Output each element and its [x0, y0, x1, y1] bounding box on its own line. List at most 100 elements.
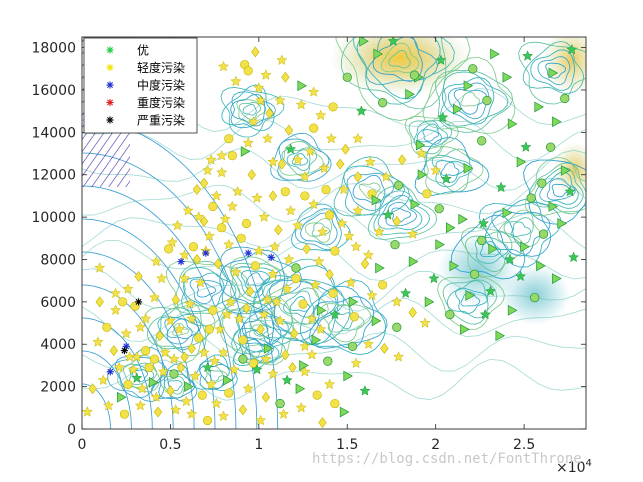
marker-light-pollution — [323, 378, 336, 390]
marker-light-pollution — [251, 192, 263, 203]
marker-light-pollution — [362, 338, 375, 350]
marker-light-pollution — [262, 132, 274, 144]
x-tick-label: 1 — [254, 437, 263, 453]
marker-light-pollution — [134, 270, 143, 282]
marker-good — [339, 406, 350, 418]
marker-light-pollution — [256, 323, 265, 335]
marker-good — [482, 95, 492, 106]
marker-light-pollution — [288, 362, 297, 374]
marker-light-pollution — [180, 395, 192, 407]
marker-light-pollution — [155, 272, 168, 284]
marker-light-pollution — [238, 335, 248, 345]
marker-good — [117, 391, 127, 403]
marker-light-pollution — [189, 370, 201, 381]
y-tick-label: 8000 — [40, 252, 76, 268]
marker-good — [390, 240, 400, 250]
marker-light-pollution — [178, 272, 191, 284]
marker-light-pollution — [221, 308, 233, 320]
marker-light-pollution — [353, 171, 363, 183]
marker-light-pollution — [233, 312, 245, 324]
marker-severe-pollution — [120, 347, 129, 355]
marker-light-pollution — [209, 355, 221, 366]
marker-good — [560, 93, 570, 104]
marker-light-pollution — [260, 69, 272, 80]
marker-good — [355, 105, 368, 116]
marker-good — [557, 218, 567, 229]
scatter-markers — [82, 37, 580, 429]
marker-good — [375, 262, 385, 274]
marker-light-pollution — [380, 342, 389, 354]
marker-good — [424, 296, 435, 308]
marker-light-pollution — [97, 374, 109, 386]
marker-good — [477, 136, 487, 146]
marker-light-pollution — [150, 255, 162, 267]
marker-light-pollution — [192, 184, 202, 196]
marker-light-pollution — [265, 107, 274, 119]
marker-good — [495, 181, 507, 193]
marker-light-pollution — [242, 382, 254, 394]
legend-label: 重度污染 — [137, 95, 185, 110]
marker-light-pollution — [397, 154, 407, 166]
marker-light-pollution — [306, 348, 318, 360]
marker-light-pollution — [392, 351, 405, 362]
marker-good — [479, 308, 491, 320]
marker-good — [240, 146, 251, 157]
marker-good — [520, 141, 532, 152]
marker-light-pollution — [208, 305, 218, 315]
marker-light-pollution — [216, 149, 228, 161]
marker-light-pollution — [321, 184, 331, 195]
legend-marker — [106, 63, 114, 72]
marker-good — [311, 334, 322, 346]
marker-light-pollution — [309, 123, 319, 133]
marker-good — [564, 185, 576, 197]
marker-light-pollution — [164, 244, 174, 254]
marker-light-pollution — [92, 336, 104, 347]
y-tick-label: 0 — [67, 422, 76, 438]
marker-light-pollution — [217, 60, 230, 72]
marker-light-pollution — [313, 255, 325, 267]
marker-light-pollution — [280, 187, 290, 197]
marker-light-pollution — [149, 354, 160, 364]
marker-light-pollution — [378, 280, 388, 290]
marker-light-pollution — [217, 346, 230, 358]
marker-good — [348, 296, 359, 308]
marker-light-pollution — [236, 233, 246, 243]
marker-good — [359, 385, 371, 396]
y-tick-label: 6000 — [40, 295, 76, 311]
marker-light-pollution — [276, 54, 288, 66]
marker-good — [445, 309, 455, 320]
marker-good — [382, 209, 394, 220]
marker-light-pollution — [243, 66, 253, 76]
marker-light-pollution — [153, 406, 163, 418]
marker-light-pollution — [278, 408, 290, 419]
marker-good — [342, 72, 352, 82]
marker-light-pollution — [159, 346, 171, 358]
marker-light-pollution — [316, 226, 329, 237]
marker-light-pollution — [122, 283, 134, 294]
legend-label: 优 — [137, 44, 149, 58]
marker-light-pollution — [247, 115, 260, 127]
marker-light-pollution — [380, 170, 392, 182]
marker-light-pollution — [102, 322, 112, 332]
marker-good — [468, 64, 478, 74]
marker-light-pollution — [391, 296, 403, 307]
marker-light-pollution — [197, 390, 207, 400]
marker-light-pollution — [258, 211, 270, 222]
marker-light-pollution — [230, 75, 242, 87]
marker-light-pollution — [205, 154, 217, 165]
marker-good — [428, 272, 440, 284]
marker-good — [534, 101, 544, 113]
marker-light-pollution — [325, 132, 337, 144]
y-tick-label: 16000 — [31, 83, 76, 99]
marker-light-pollution — [82, 406, 93, 417]
marker-light-pollution — [223, 238, 235, 250]
marker-good — [415, 139, 426, 151]
marker-good — [453, 103, 463, 115]
marker-light-pollution — [95, 296, 104, 308]
marker-good — [566, 43, 578, 55]
marker-light-pollution — [113, 361, 125, 373]
marker-light-pollution — [110, 304, 122, 316]
marker-light-pollution — [349, 312, 359, 322]
marker-good — [359, 37, 369, 47]
